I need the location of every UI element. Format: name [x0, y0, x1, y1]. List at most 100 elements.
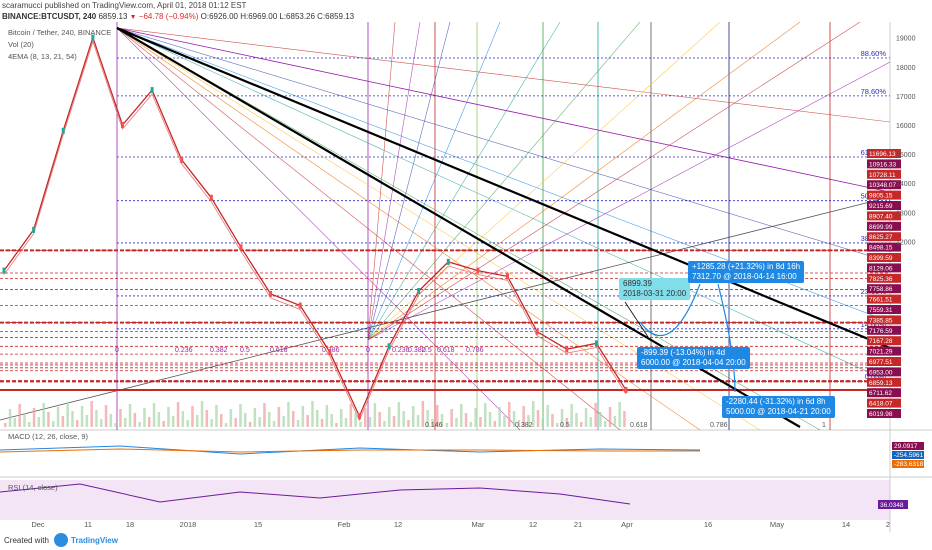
price-label-bg — [867, 253, 901, 262]
volume-bar — [311, 401, 314, 427]
price-label-bg — [867, 263, 901, 273]
legend-rsi: RSI (14, close) — [8, 483, 58, 492]
ema-line — [3, 40, 627, 422]
volume-bar — [426, 410, 429, 427]
price-candle — [150, 87, 154, 94]
volume-bar — [445, 423, 449, 427]
price-label-bg — [867, 367, 901, 377]
x-tick-label: 12 — [529, 520, 537, 529]
price-label: 7758.86 — [869, 286, 893, 293]
projection-arc — [639, 283, 701, 337]
volume-bar — [167, 407, 170, 427]
fan-label: 0.382 — [408, 347, 426, 354]
volume-bar — [85, 415, 89, 427]
price-label: 8699.99 — [869, 224, 893, 231]
volume-bar — [613, 416, 617, 427]
price-label-bg — [867, 149, 901, 158]
price-label-bg — [867, 273, 901, 283]
volume-bar — [296, 420, 300, 427]
x-tick-label: 18 — [126, 520, 134, 529]
fan-line — [367, 21, 396, 341]
price-label: 10728.11 — [869, 172, 896, 179]
x-tick-label: 2 — [886, 520, 890, 529]
price-candle — [120, 122, 124, 128]
price-label: 8399.59 — [869, 255, 893, 262]
volume-bar — [42, 403, 45, 427]
volume-bar — [239, 404, 242, 427]
volume-bar — [61, 416, 65, 427]
volume-bar — [176, 402, 180, 427]
price-candle — [476, 267, 480, 274]
volume-bar — [503, 416, 506, 427]
volume-bar — [109, 414, 113, 427]
volume-bar — [181, 411, 185, 427]
measure-label-down-1: -899.39 (-13.04%) in 4d 6000.00 @ 2018-0… — [637, 347, 750, 369]
volume-bar — [349, 404, 353, 427]
trendline-upper — [116, 26, 891, 350]
fan-line — [367, 21, 421, 341]
volume-bar — [71, 411, 74, 427]
volume-bar — [546, 405, 549, 427]
price-candle — [535, 328, 539, 335]
volume-bar — [52, 421, 55, 427]
volume-bar — [205, 410, 209, 427]
volume-bar — [292, 411, 295, 427]
volume-bar — [460, 404, 463, 427]
fan-line — [367, 21, 501, 341]
ohlc-values: O:6926.00 H:6969.00 L:6853.26 C:6859.13 — [200, 12, 355, 21]
fan-line — [367, 21, 641, 341]
x-tick-label: 16 — [704, 520, 712, 529]
symbol: BINANCE:BTCUSDT, 240 — [2, 12, 97, 21]
volume-bar — [416, 415, 420, 427]
x-tick-label: 15 — [254, 520, 262, 529]
volume-bar — [13, 418, 17, 427]
fan-line — [367, 21, 561, 341]
fan-label: 0.618 — [270, 347, 288, 354]
volume-bar — [325, 405, 329, 427]
volume-bar — [604, 421, 607, 427]
volume-bar — [469, 422, 473, 427]
price-candle — [209, 194, 213, 201]
volume-bar — [551, 414, 554, 427]
chart-stage[interactable]: 88.60%78.60%61.80%50.00%38.20%23.60%14.6… — [0, 21, 932, 550]
volume-bar — [8, 409, 12, 427]
volume-bar — [450, 409, 453, 427]
support-line — [0, 196, 891, 421]
price-label: 6859.13 — [869, 380, 893, 387]
price-label: 6977.51 — [869, 359, 893, 366]
volume-bar — [28, 422, 31, 427]
volume-bar — [244, 413, 247, 427]
price-label: 7176.59 — [869, 328, 893, 335]
x-tick-label: Dec — [31, 520, 45, 529]
x-tick-label: 12 — [394, 520, 402, 529]
price-label: 9215.69 — [869, 203, 893, 210]
volume-bar — [618, 402, 621, 427]
price-candle — [239, 244, 243, 251]
volume-bar — [479, 417, 482, 427]
price-label: 8907.40 — [869, 213, 893, 220]
volume-bar — [560, 409, 564, 427]
volume-bar — [114, 423, 117, 427]
volume-bar — [148, 417, 151, 427]
volume-bar — [220, 414, 223, 427]
volume-bar — [162, 421, 165, 427]
x-tick-label: 14 — [842, 520, 850, 529]
footer-brand[interactable]: TradingView — [71, 536, 118, 545]
price-label: 10348.07 — [869, 182, 896, 189]
footer-made: Created with — [4, 536, 49, 545]
fan-label: 0.5 — [240, 347, 250, 354]
volume-bar — [402, 411, 405, 427]
price-line — [3, 35, 627, 418]
price-label-bg — [867, 201, 901, 210]
fan-line — [116, 27, 891, 193]
macd-label: -254.5961 — [894, 452, 924, 459]
legend-volume: Vol (20) — [8, 40, 34, 49]
volume-bar — [210, 419, 213, 427]
fan-label: 0.5 — [422, 347, 432, 354]
fan-label: 0.5 — [560, 422, 570, 429]
volume-bar — [580, 422, 583, 427]
volume-bar — [431, 419, 434, 427]
measure-label-down-2: -2280.44 (-31.32%) in 6d 8h 5000.00 @ 20… — [722, 396, 835, 418]
price-candle — [506, 273, 510, 280]
price-label-bg — [867, 315, 901, 325]
